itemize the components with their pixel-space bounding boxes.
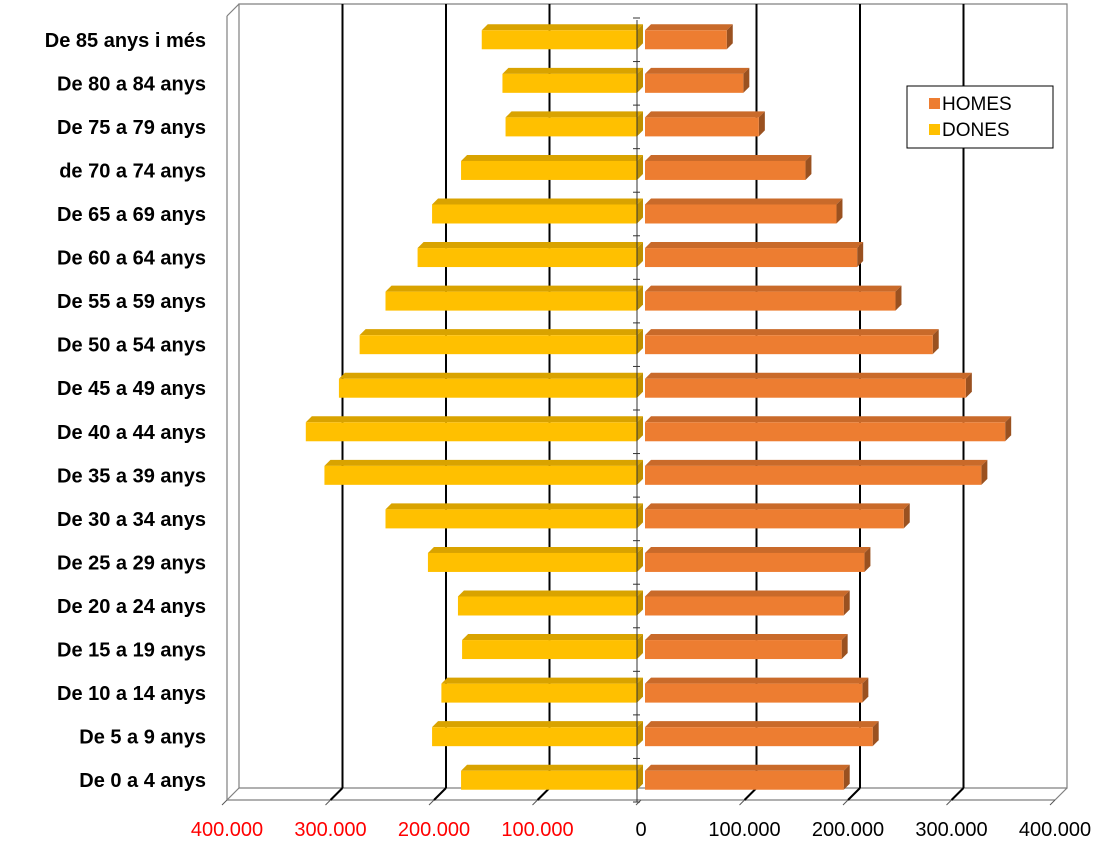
x-tick-label: 0 (635, 819, 646, 841)
category-label: De 25 a 29 anys (57, 552, 206, 574)
floor-right-edge (1054, 787, 1068, 801)
bar-dones (432, 198, 643, 224)
bar-homes (645, 634, 848, 660)
category-label: De 10 a 14 anys (57, 683, 206, 705)
legend-swatch (929, 124, 940, 135)
bar-dones (427, 546, 643, 572)
category-label: De 35 a 39 anys (57, 465, 206, 487)
category-label: De 20 a 24 anys (57, 596, 206, 618)
x-tick-label: 100.000 (501, 819, 573, 841)
x-tick-mark (946, 799, 952, 806)
bar-dones (338, 372, 643, 398)
bar-homes (645, 764, 850, 790)
bar-homes (645, 154, 812, 180)
bar-homes (645, 111, 765, 137)
bar-homes (645, 416, 1012, 442)
bar-homes (645, 242, 864, 268)
bar-homes (645, 590, 850, 616)
gridline-floor (433, 787, 447, 801)
x-tick-mark (532, 799, 538, 806)
bar-homes (645, 67, 750, 93)
bar-dones (305, 416, 643, 442)
bar-homes (645, 198, 843, 224)
x-tick-mark (842, 799, 849, 806)
category-label: De 40 a 44 anys (57, 422, 206, 444)
legend-label: DONES (942, 120, 1010, 141)
legend-box (906, 85, 1054, 149)
x-tick-label: 300.000 (915, 819, 987, 841)
bar-dones (385, 285, 643, 311)
category-label: de 70 a 74 anys (59, 160, 206, 182)
category-label: De 65 a 69 anys (57, 204, 206, 226)
legend-label: HOMES (942, 94, 1012, 115)
x-tick-labels: 400.000 300.000 200.000 100.000 0 100.000 200.… (191, 819, 1091, 841)
center-axis (633, 17, 640, 803)
x-tick-label: 200.000 (812, 819, 884, 841)
bar-homes (645, 329, 939, 355)
bar-dones (324, 459, 643, 485)
bar-dones (385, 503, 643, 529)
x-tick-mark (325, 799, 331, 806)
gridline-floor (950, 787, 965, 801)
category-labels: De 85 anys i més De 80 a 84 anys De 75 a 7… (45, 30, 206, 792)
category-label: De 15 a 19 anys (57, 640, 206, 662)
x-tick-label: 200.000 (398, 819, 470, 841)
bar-dones (481, 24, 643, 50)
gridline-floor (329, 787, 344, 801)
category-label: De 0 a 4 anys (79, 770, 206, 792)
bar-homes (645, 546, 871, 572)
category-label: De 85 anys i més (45, 30, 206, 52)
bar-dones (461, 154, 643, 180)
x-tick-label: 300.000 (294, 819, 366, 841)
category-label: De 30 a 34 anys (57, 509, 206, 531)
x-tick-mark (739, 799, 745, 806)
bar-homes (645, 459, 988, 485)
x-tick-mark (1049, 799, 1056, 806)
bar-dones (441, 677, 643, 703)
side-wall-top-edge (226, 3, 240, 17)
category-label: De 55 a 59 anys (57, 291, 206, 313)
bar-dones (417, 242, 643, 268)
x-tick-mark (428, 799, 435, 806)
bar-dones (457, 590, 643, 616)
bar-dones (505, 111, 643, 137)
x-tick-mark (221, 799, 228, 806)
x-tick-label: 400.000 (1019, 819, 1091, 841)
x-tick-label: 400.000 (191, 819, 263, 841)
category-label: De 75 a 79 anys (57, 117, 206, 139)
category-label: De 50 a 54 anys (57, 335, 206, 357)
bar-dones (502, 67, 643, 93)
bar-homes (645, 24, 733, 50)
gridline-floor (743, 787, 758, 801)
bar-homes (645, 677, 869, 703)
bar-dones (461, 764, 643, 790)
bar-dones (432, 721, 643, 747)
legend-swatch (929, 98, 940, 109)
x-tick-label: 100.000 (708, 819, 780, 841)
bar-homes (645, 285, 902, 311)
bar-homes (645, 503, 910, 529)
gridline-floor (847, 787, 861, 801)
gridline-floor (536, 787, 551, 801)
floor-left-edge (226, 787, 240, 801)
bars (305, 24, 1012, 790)
bar-homes (645, 372, 972, 398)
category-label: De 5 a 9 anys (79, 727, 206, 749)
bar-dones (462, 634, 643, 660)
legend: HOMES DONES (906, 85, 1054, 149)
bar-homes (645, 721, 879, 747)
bar-dones (359, 329, 643, 355)
category-label: De 60 a 64 anys (57, 248, 206, 270)
category-label: De 45 a 49 anys (57, 378, 206, 400)
category-label: De 80 a 84 anys (57, 73, 206, 95)
